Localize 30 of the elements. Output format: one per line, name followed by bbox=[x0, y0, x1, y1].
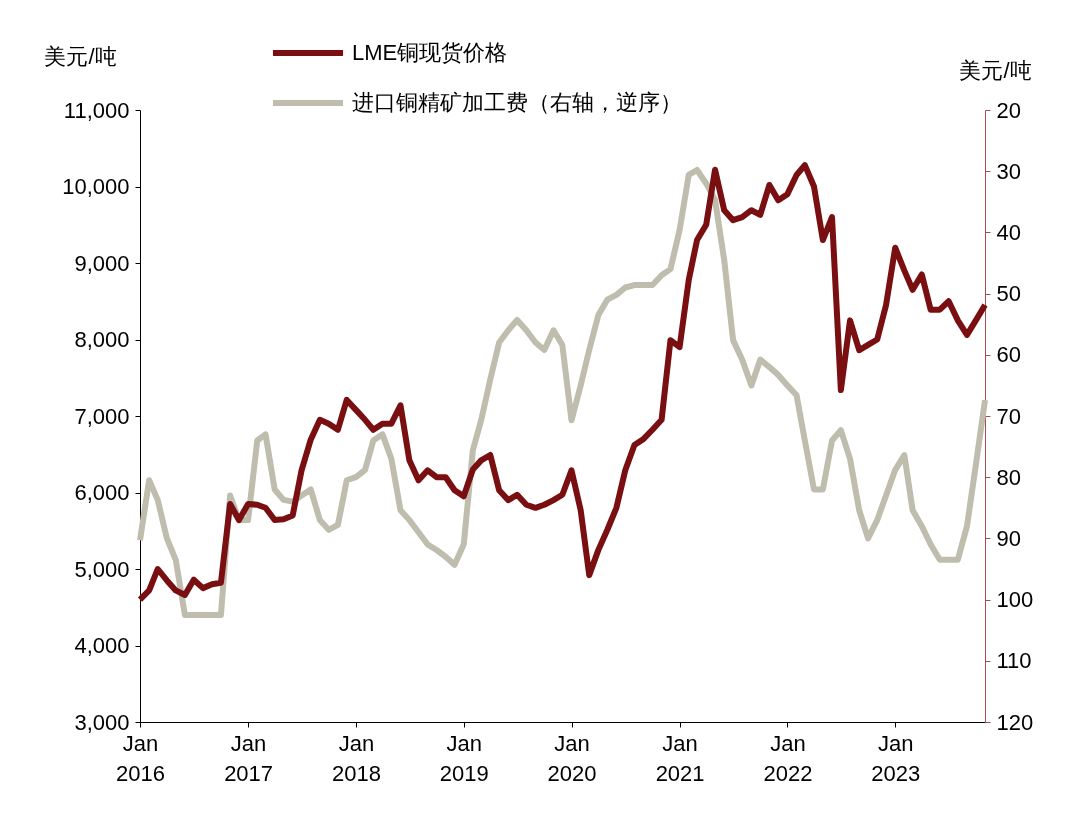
y2-tick-label: 60 bbox=[996, 342, 1021, 368]
y-tick-label: 5,000 bbox=[74, 556, 130, 582]
y-tick-label: 11,000 bbox=[63, 97, 130, 123]
y2-tick-label: 110 bbox=[996, 648, 1032, 674]
y2-tick-label: 80 bbox=[996, 464, 1021, 490]
y-tick-label: 8,000 bbox=[74, 327, 130, 352]
y-tick-label: 10,000 bbox=[62, 174, 130, 199]
y-tick-label: 7,000 bbox=[74, 403, 130, 429]
legend-label: 进口铜精矿加工费（右轴，逆序） bbox=[352, 90, 682, 115]
y2-tick-label: 90 bbox=[996, 525, 1021, 551]
y2-tick-label: 120 bbox=[996, 709, 1034, 735]
y2-tick-label: 100 bbox=[996, 587, 1034, 613]
x-tick-label: Jan 2019 bbox=[439, 730, 489, 786]
x-tick-label: Jan 2018 bbox=[331, 730, 381, 786]
x-tick-label: Jan 2021 bbox=[655, 730, 705, 786]
y-tick-label: 6,000 bbox=[74, 480, 130, 505]
y-tick-label: 9,000 bbox=[74, 250, 130, 276]
y2-tick-label: 20 bbox=[996, 97, 1021, 123]
x-tick-label: Jan 2022 bbox=[763, 730, 813, 786]
x-tick-label: Jan 2020 bbox=[547, 730, 597, 786]
x-tick-label: Jan 2023 bbox=[871, 730, 921, 786]
y2-tick-label: 70 bbox=[996, 403, 1021, 429]
y2-tick-label: 40 bbox=[996, 219, 1021, 245]
x-tick-label: Jan 2017 bbox=[224, 730, 274, 786]
y-tick-label: 4,000 bbox=[74, 633, 130, 658]
y2-axis-title: 美元/吨 bbox=[959, 57, 1032, 83]
legend-label: LME铜现货价格 bbox=[352, 40, 508, 65]
y2-tick-label: 50 bbox=[996, 281, 1021, 307]
y2-tick-label: 30 bbox=[996, 158, 1021, 184]
y-axis-title: 美元/吨 bbox=[44, 43, 117, 69]
